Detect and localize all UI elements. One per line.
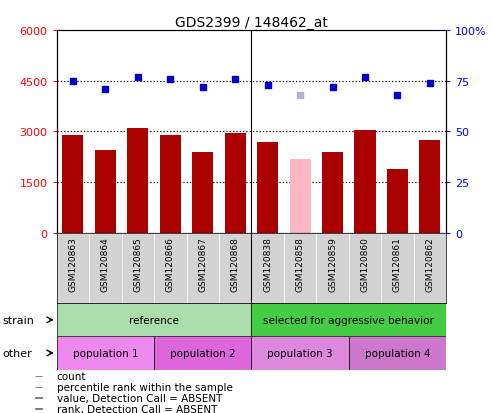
Bar	[35, 376, 41, 377]
Text: GSM120862: GSM120862	[425, 237, 434, 292]
Text: percentile rank within the sample: percentile rank within the sample	[57, 382, 233, 392]
Bar	[251, 304, 446, 337]
Bar	[257, 142, 278, 233]
Text: population 2: population 2	[170, 348, 236, 358]
Text: GSM120838: GSM120838	[263, 237, 272, 292]
Bar	[57, 304, 251, 337]
Text: GSM120867: GSM120867	[198, 237, 207, 292]
Bar	[35, 397, 41, 398]
Text: GSM120860: GSM120860	[360, 237, 370, 292]
Bar	[289, 159, 311, 233]
Bar	[57, 337, 154, 370]
Bar	[154, 337, 251, 370]
Text: selected for aggressive behavior: selected for aggressive behavior	[263, 315, 434, 325]
Text: GSM120864: GSM120864	[101, 237, 110, 292]
Bar	[420, 140, 440, 233]
Bar	[354, 131, 376, 233]
Text: other: other	[2, 348, 32, 358]
Bar	[225, 134, 246, 233]
Text: value, Detection Call = ABSENT: value, Detection Call = ABSENT	[57, 393, 222, 403]
Text: rank, Detection Call = ABSENT: rank, Detection Call = ABSENT	[57, 404, 217, 413]
Text: count: count	[57, 371, 86, 381]
Text: GSM120868: GSM120868	[231, 237, 240, 292]
Text: GSM120859: GSM120859	[328, 237, 337, 292]
Text: GSM120866: GSM120866	[166, 237, 175, 292]
Bar	[251, 337, 349, 370]
Text: population 1: population 1	[72, 348, 138, 358]
Bar	[95, 151, 116, 233]
Bar	[349, 337, 446, 370]
Text: GSM120861: GSM120861	[393, 237, 402, 292]
Bar	[35, 408, 41, 409]
Bar	[192, 152, 213, 233]
Title: GDS2399 / 148462_at: GDS2399 / 148462_at	[175, 16, 328, 30]
Text: strain: strain	[2, 315, 35, 325]
Bar	[387, 169, 408, 233]
Text: population 4: population 4	[365, 348, 430, 358]
Text: GSM120865: GSM120865	[133, 237, 142, 292]
Bar	[322, 152, 343, 233]
Bar	[127, 129, 148, 233]
Text: GSM120858: GSM120858	[296, 237, 305, 292]
Bar	[63, 135, 83, 233]
Text: population 3: population 3	[267, 348, 333, 358]
Bar	[160, 135, 181, 233]
Text: reference: reference	[129, 315, 179, 325]
Text: GSM120863: GSM120863	[69, 237, 77, 292]
